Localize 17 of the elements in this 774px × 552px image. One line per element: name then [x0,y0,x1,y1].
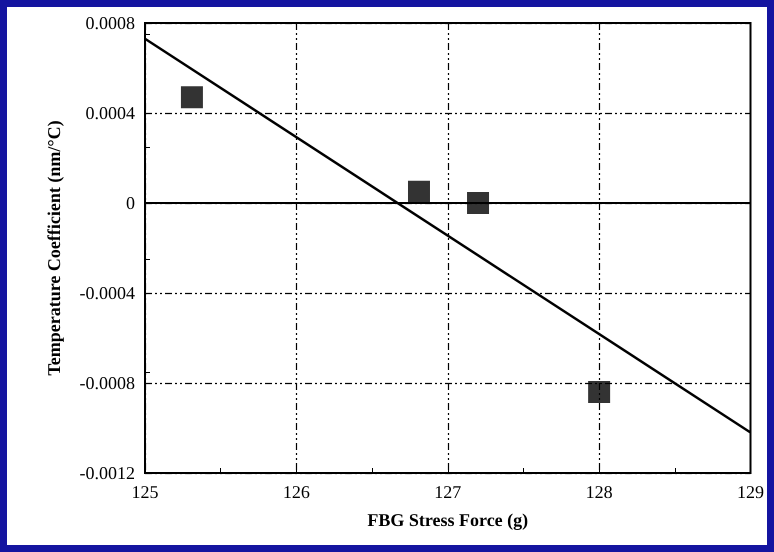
y-tick-label: -0.0008 [80,373,135,393]
x-tick-label: 125 [132,482,158,502]
y-axis-title: Temperature Coefficient (nm/°C) [44,120,64,376]
point [467,192,490,214]
x-axis-title: FBG Stress Force (g) [367,510,528,530]
y-tick-label: -0.0012 [80,463,135,483]
point [408,180,430,203]
y-tick-label: 0.0004 [86,103,135,123]
y-tick-label: -0.0004 [80,283,135,303]
x-tick-label: 126 [282,482,310,502]
x-tick-label: 129 [737,482,764,502]
point [588,381,610,403]
point [180,86,203,108]
x-tick-label: 127 [434,482,462,502]
y-tick-label: 0 [126,193,135,213]
x-tick-label: 128 [586,482,613,502]
y-tick-label: 0.0008 [86,13,135,33]
